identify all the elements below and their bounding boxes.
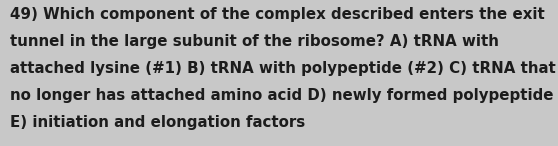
Text: no longer has attached amino acid D) newly formed polypeptide: no longer has attached amino acid D) new… <box>10 88 554 103</box>
Text: attached lysine (#1) B) tRNA with polypeptide (#2) C) tRNA that: attached lysine (#1) B) tRNA with polype… <box>10 61 556 76</box>
Text: 49) Which component of the complex described enters the exit: 49) Which component of the complex descr… <box>10 7 545 22</box>
Text: tunnel in the large subunit of the ribosome? A) tRNA with: tunnel in the large subunit of the ribos… <box>10 34 499 49</box>
Text: E) initiation and elongation factors: E) initiation and elongation factors <box>10 115 305 130</box>
